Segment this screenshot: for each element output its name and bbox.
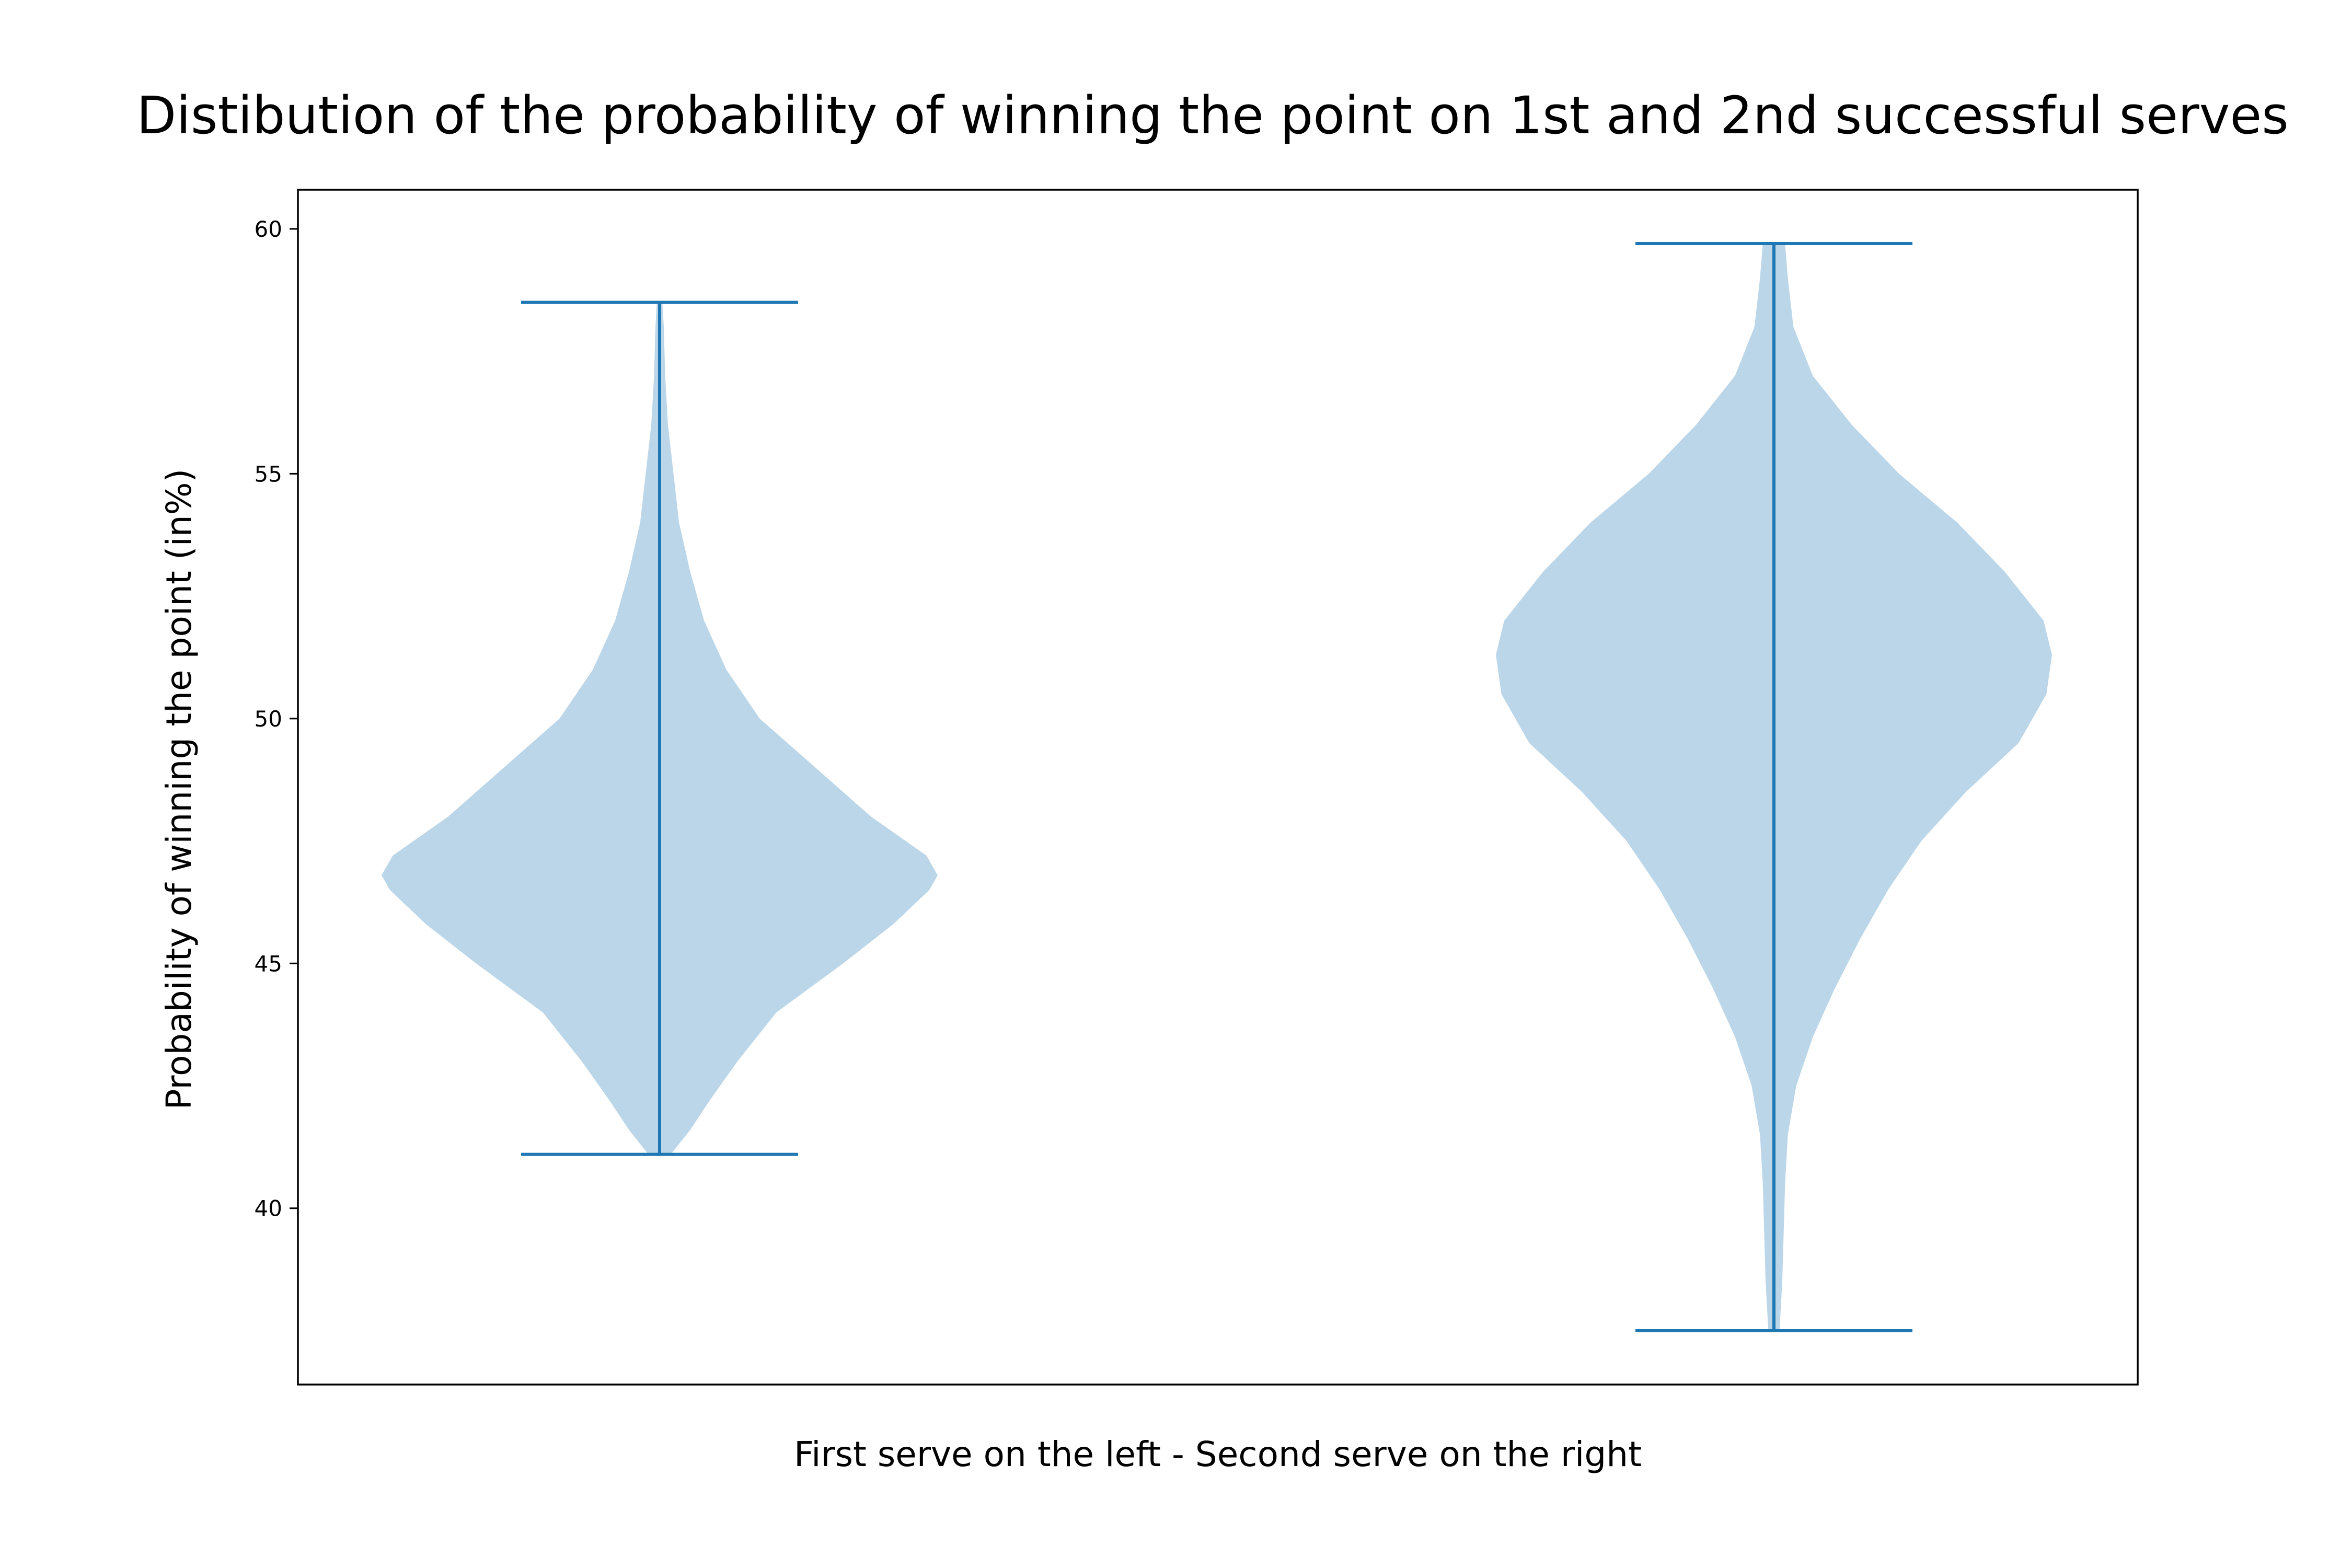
y-tick-label: 50 <box>255 706 282 732</box>
y-axis-label: Probability of winning the point (in%) <box>159 469 199 1110</box>
y-tick-label: 55 <box>255 461 282 487</box>
plot-area <box>382 242 2052 1332</box>
y-tick-label: 60 <box>255 216 282 242</box>
x-axis-label: First serve on the left - Second serve o… <box>794 1434 1642 1474</box>
plot-frame <box>297 189 2139 1386</box>
chart-title: Distibution of the probability of winnin… <box>136 86 2289 146</box>
y-axis: 40 45 50 55 60 <box>255 216 298 1221</box>
y-tick-label: 45 <box>255 951 282 976</box>
y-tick-label: 40 <box>255 1196 282 1221</box>
